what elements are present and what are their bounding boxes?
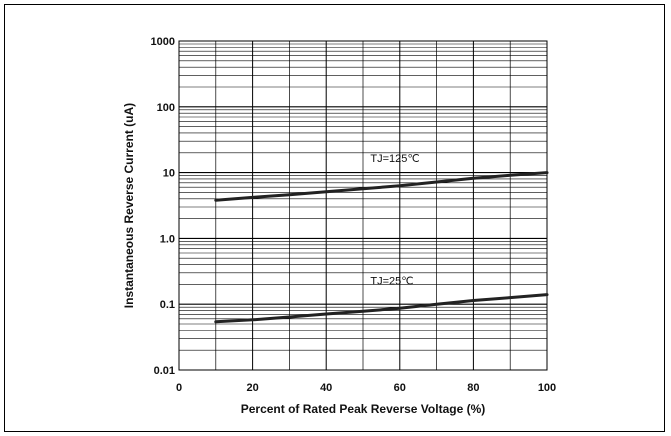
y-axis-label: Instantaneous Reverse Current (uA) — [122, 103, 136, 308]
x-tick-labels: 0 20 40 60 80 100 — [176, 382, 556, 394]
series-line-1 — [214, 293, 549, 324]
x-tick-label: 100 — [538, 382, 556, 394]
x-tick-label: 20 — [246, 382, 258, 394]
series-annotations: TJ=125℃ TJ=25℃ — [370, 153, 419, 287]
series-line-0 — [214, 171, 549, 202]
y-tick-label: 1000 — [151, 36, 175, 48]
x-tick-label: 80 — [467, 382, 479, 394]
y-tick-labels: 0.01 0.1 1.0 10 100 1000 — [151, 36, 175, 377]
series-annotation-1: TJ=25℃ — [370, 275, 413, 287]
grid — [178, 41, 548, 371]
series-lines — [214, 171, 549, 324]
y-tick-label: 0.01 — [154, 365, 175, 377]
y-tick-label: 10 — [163, 168, 175, 180]
reverse-current-chart: 0.01 0.1 1.0 10 100 1000 0 20 40 60 80 100 TJ=125℃… — [122, 36, 556, 416]
y-tick-label: 1.0 — [160, 233, 175, 245]
chart-frame: 0.01 0.1 1.0 10 100 1000 0 20 40 60 80 100 TJ=125℃… — [4, 4, 665, 432]
x-tick-label: 60 — [394, 382, 406, 394]
plot-border — [178, 40, 548, 371]
x-tick-label: 0 — [176, 382, 182, 394]
series-annotation-0: TJ=125℃ — [370, 153, 419, 165]
x-axis-label: Percent of Rated Peak Reverse Voltage (%… — [241, 402, 486, 416]
y-tick-label: 100 — [157, 102, 175, 114]
y-tick-label: 0.1 — [160, 299, 175, 311]
x-tick-label: 40 — [320, 382, 332, 394]
